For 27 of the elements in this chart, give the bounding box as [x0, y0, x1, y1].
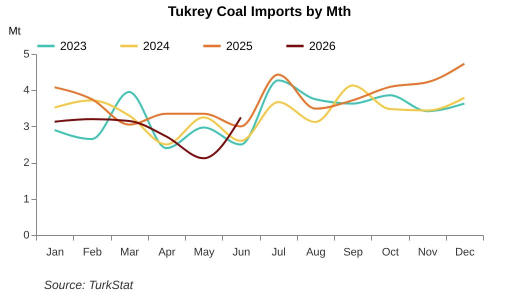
legend-label: 2024	[143, 39, 170, 53]
x-tick-label: Jun	[232, 246, 250, 258]
legend-label: 2025	[226, 39, 254, 53]
x-tick-label: Mar	[120, 246, 140, 258]
x-tick-label: Nov	[418, 246, 438, 258]
x-tick-label: Feb	[82, 246, 102, 258]
y-axis-title: Mt	[8, 26, 21, 38]
x-tick-label: Sep	[343, 246, 363, 258]
line-series	[54, 116, 242, 160]
x-tick-label: Apr	[158, 246, 176, 258]
x-tick-label: Dec	[455, 246, 476, 258]
line-series	[54, 62, 466, 128]
x-tick-label: Jan	[46, 246, 64, 258]
x-tick-label: Oct	[382, 246, 399, 258]
y-tick-label: 3	[23, 120, 30, 133]
chart-title: Tukrey Coal Imports by Mth	[168, 3, 352, 19]
y-tick-label: 1	[23, 193, 30, 206]
y-tick-label: 5	[23, 48, 30, 60]
y-tick-label: 2	[23, 157, 30, 170]
y-tick-label: 4	[23, 84, 30, 97]
x-tick-label: May	[194, 246, 216, 258]
x-tick-label: Aug	[306, 246, 326, 258]
x-tick-label: Jul	[272, 246, 286, 258]
legend-label: 2023	[60, 39, 88, 53]
legend-label: 2026	[309, 39, 336, 53]
source-note: Source: TurkStat	[44, 278, 134, 292]
y-tick-label: 0	[23, 230, 30, 242]
